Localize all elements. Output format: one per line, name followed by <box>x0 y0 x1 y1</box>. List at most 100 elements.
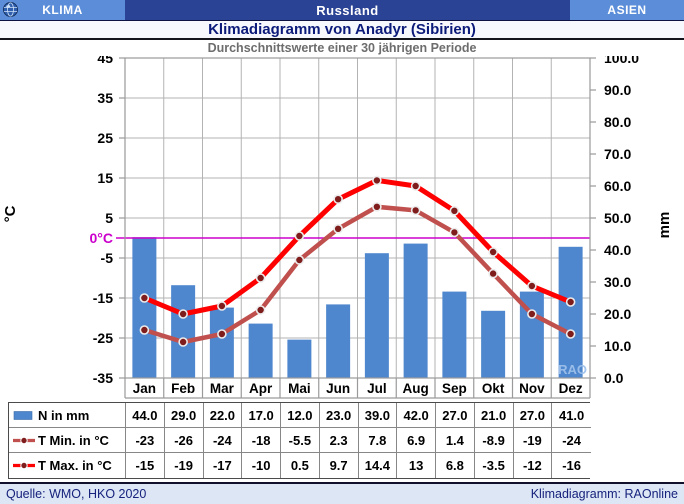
right-axis-tick-label: 50.0 <box>604 210 631 226</box>
left-axis-tick-label: -15 <box>93 290 113 306</box>
precip-bar <box>558 246 583 378</box>
nav-klima-label: KLIMA <box>42 3 83 17</box>
data-point-marker <box>255 305 266 315</box>
line-legend-swatch <box>13 461 35 470</box>
value-cell: 23.0 <box>319 403 359 428</box>
right-axis-tick-label: 10.0 <box>604 338 631 354</box>
data-point-marker <box>488 268 498 279</box>
right-axis-tick-label: 70.0 <box>604 146 631 162</box>
precip-bar <box>364 253 389 378</box>
month-label: Nov <box>519 381 545 396</box>
right-axis-tick-label: 90.0 <box>604 82 631 98</box>
left-axis-tick-label: -25 <box>93 330 113 346</box>
precipitation-bars <box>132 237 583 378</box>
region-label: Russland <box>316 2 379 18</box>
value-cell: 9.7 <box>319 453 359 478</box>
right-axis-tick-label: 0.0 <box>604 370 624 386</box>
legend-cell: N in mm <box>9 403 126 428</box>
right-axis: 100.0 90.0 80.0 70.0 60.0 50.0 40.0 30.0 20.0 10.… <box>590 56 639 386</box>
value-cell: -19 <box>513 428 553 453</box>
source-credit: Quelle: WMO, HKO 2020 <box>6 487 147 501</box>
data-point-marker <box>449 227 460 238</box>
data-point-marker <box>527 281 537 291</box>
left-axis-tick-label: 35 <box>97 90 113 106</box>
precip-bar <box>442 291 467 378</box>
legend-cell: T Min. in °C <box>9 428 126 453</box>
precip-bar <box>287 339 312 378</box>
month-label: Jun <box>326 381 350 396</box>
right-axis-tick-label: 100.0 <box>604 56 639 66</box>
data-point-marker <box>178 309 188 319</box>
nav-asien[interactable]: ASIEN <box>570 0 684 20</box>
zero-degree-label: 0°C <box>90 230 114 246</box>
grid-lines <box>125 58 590 378</box>
climate-chart: 45 35 25 15 5 -5 -15 -25 -35 0°C 100.0 90.0 80.0 70.… <box>2 56 673 399</box>
globe-icon <box>3 2 18 17</box>
data-table: N in mm 44.0 29.0 22.0 17.0 12.0 23.0 39.0 42.0 2… <box>8 402 591 479</box>
value-cell: 41.0 <box>552 403 591 428</box>
tmax-line <box>139 175 576 319</box>
value-cell: 39.0 <box>358 403 398 428</box>
data-point-marker <box>565 329 576 339</box>
right-axis-tick-label: 80.0 <box>604 114 631 130</box>
left-axis: 45 35 25 15 5 -5 -15 -25 -35 0°C <box>90 56 125 386</box>
value-cell: -8.9 <box>474 428 514 453</box>
value-cell: 29.0 <box>164 403 204 428</box>
value-cell: -26 <box>164 428 204 453</box>
value-cell: -23 <box>126 428 165 453</box>
region-banner: Russland <box>125 0 570 20</box>
month-label: Sep <box>442 381 467 396</box>
data-point-marker <box>294 231 305 241</box>
value-cell: 0.5 <box>281 453 320 478</box>
data-point-marker <box>139 293 150 303</box>
legend-label: N in mm <box>38 407 90 423</box>
nav-klima[interactable]: KLIMA <box>0 0 125 20</box>
month-labels: Jan Feb Mar Apr Mai Jun Jul Aug Sep Okt Nov Dez <box>124 378 591 399</box>
legend-label: T Max. in °C <box>38 458 112 473</box>
value-cell: -18 <box>242 428 281 453</box>
diagram-credit: Klimadiagramm: RAOnline <box>530 487 678 501</box>
data-point-marker <box>372 202 382 212</box>
precip-bar <box>326 304 351 378</box>
chart-subtitle: Durchschnittswerte einer 30 jährigen Per… <box>207 41 477 55</box>
month-label: Feb <box>171 381 195 396</box>
value-cell: 17.0 <box>242 403 281 428</box>
right-axis-tick-label: 60.0 <box>604 178 631 194</box>
value-cell: -12 <box>513 453 553 478</box>
value-cell: -16 <box>552 453 591 478</box>
data-point-marker <box>139 325 150 335</box>
left-axis-tick-label: 15 <box>97 170 113 186</box>
precip-bar <box>248 323 273 378</box>
legend-label: T Min. in °C <box>38 432 109 448</box>
month-label: Mai <box>288 381 311 396</box>
tmin-line <box>139 202 576 347</box>
footer-bar: Quelle: WMO, HKO 2020 Klimadiagramm: RAO… <box>0 482 684 504</box>
value-cell: -5.5 <box>281 428 320 453</box>
value-cell: 27.0 <box>513 403 553 428</box>
value-cell: -3.5 <box>474 453 514 478</box>
data-point-marker <box>255 273 266 283</box>
right-axis-tick-label: 30.0 <box>604 274 631 290</box>
data-point-marker <box>333 224 343 234</box>
left-axis-title: °C <box>2 205 19 222</box>
month-label: Dez <box>559 381 583 396</box>
bar-legend-swatch <box>13 410 33 420</box>
top-banner: KLIMA Russland ASIEN <box>0 0 684 21</box>
data-point-marker <box>488 247 498 257</box>
value-cell: 12.0 <box>281 403 320 428</box>
value-cell: 6.9 <box>397 428 436 453</box>
precip-bar <box>209 307 234 378</box>
value-cell: 6.8 <box>436 453 475 478</box>
value-cell: 42.0 <box>397 403 436 428</box>
precip-bar <box>132 237 157 378</box>
value-cell: -19 <box>164 453 204 478</box>
value-cell: 44.0 <box>126 403 165 428</box>
data-point-marker <box>372 175 382 186</box>
data-point-marker <box>217 301 227 311</box>
line-legend-swatch <box>13 436 35 444</box>
precip-bar <box>171 285 196 378</box>
left-axis-tick-label: -35 <box>93 370 113 386</box>
value-cell: 2.3 <box>319 428 359 453</box>
data-point-marker <box>410 181 421 191</box>
page-title: Klimadiagramm von Anadyr (Sibirien) <box>0 21 684 40</box>
